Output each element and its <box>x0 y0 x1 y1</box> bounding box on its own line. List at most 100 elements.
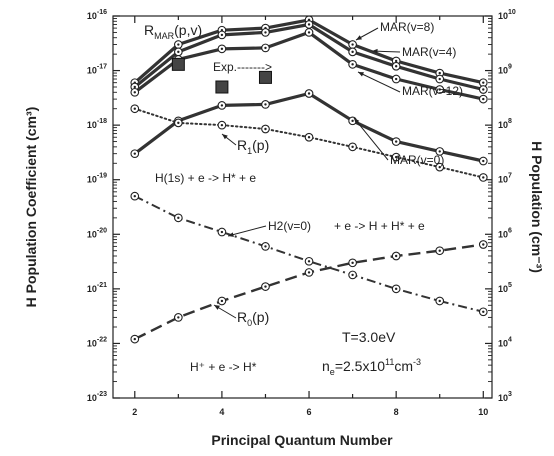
line-mar-v-0 <box>133 91 484 163</box>
marker-dot-r0-p <box>351 261 354 265</box>
y-tick-label: 10-19 <box>87 173 107 185</box>
marker-dot-r1-p <box>133 107 136 110</box>
y2-tick-label: 108 <box>498 118 512 130</box>
marker-dot-mar-v-0 <box>220 104 224 107</box>
annotation-arrows <box>213 27 401 319</box>
label-r0: R0(p) <box>237 309 269 328</box>
marker-dot-mar-v-4 <box>133 85 136 89</box>
arrow-r0-head <box>214 305 220 310</box>
marker-dot-r0-p <box>264 285 267 288</box>
marker-dot-mar-v-0 <box>133 152 136 155</box>
marker-dot-mar-v-4 <box>177 50 180 54</box>
point-exp <box>171 57 185 71</box>
y-axis-title: H Population Coefficient (cm³) <box>23 107 39 308</box>
arrow-mar0-head <box>354 118 360 124</box>
marker-dot-mar-v-0 <box>394 140 398 143</box>
marker-dot-mar-v-4 <box>307 23 311 26</box>
marker-dot-h2-v-0 <box>220 230 224 234</box>
marker-dot-r0-p <box>482 243 485 246</box>
marker-dot-mar-v-12 <box>307 31 311 34</box>
label-mar4: MAR(v=4) <box>402 45 456 59</box>
y2-axis-title: H Population (cm⁻³) <box>529 141 545 273</box>
marker-dot-h2-v-0 <box>133 194 136 198</box>
arrow-h2-head <box>228 232 234 237</box>
marker-dot-mar-v-12 <box>220 47 224 51</box>
plot-frame <box>112 15 493 399</box>
marker-dot-mar-v-12 <box>264 46 267 50</box>
marker-dot-mar-v-8 <box>177 43 180 46</box>
marker-dot-mar-v-0 <box>482 159 485 163</box>
label-rmar: RMAR(p,v) <box>144 22 202 41</box>
marker-dot-mar-v-8 <box>438 71 441 75</box>
label-density: ne=2.5x1011cm-3 <box>322 357 421 377</box>
marker-dot-mar-v-0 <box>351 119 354 123</box>
label-temperature: T=3.0eV <box>342 329 396 345</box>
label-r1: R1(p) <box>237 137 269 156</box>
y2-tick-label: 107 <box>498 173 512 185</box>
x-axis-title: Principal Quantum Number <box>211 432 393 448</box>
marker-dot-r0-p <box>438 249 441 252</box>
marker-dot-mar-v-8 <box>394 59 398 63</box>
y2-tick-label: 1010 <box>498 9 516 21</box>
marker-dot-h2-v-0 <box>482 310 485 313</box>
marker-dot-r1-p <box>220 123 224 127</box>
arrow-mar8-head <box>356 35 362 40</box>
marker-dot-mar-v-0 <box>307 92 311 95</box>
marker-dot-r0-p <box>307 271 311 274</box>
label-exp: Exp.-------> <box>213 60 272 74</box>
marker-dot-r1-p <box>307 136 311 139</box>
marker-dot-h2-v-0 <box>394 287 398 291</box>
y-tick-label: 10-17 <box>87 64 107 76</box>
marker-dot-mar-v-12 <box>351 63 354 66</box>
marker-dot-mar-v-12 <box>133 91 136 94</box>
y-axis-ticks: 10-16 10-17 10-18 10-19 10-20 10-21 10-22 10-23 <box>87 9 120 403</box>
x-tick-label: 8 <box>394 407 399 417</box>
label-mar12: MAR(v=12) <box>402 84 463 98</box>
marker-dot-mar-v-4 <box>264 31 267 34</box>
marker-dot-r0-p <box>177 316 180 319</box>
marker-dot-h2-v-0 <box>264 245 267 248</box>
marker-dot-r1-p <box>438 165 441 169</box>
y-tick-label: 10-22 <box>87 336 107 348</box>
arrow-h2 <box>227 225 267 237</box>
x-axis-ticks: 2 4 6 8 10 <box>132 16 488 417</box>
marker-dot-mar-v-4 <box>394 65 398 68</box>
y2-axis-ticks: 1010 109 108 107 106 105 104 103 <box>485 9 516 403</box>
y2-tick-label: 103 <box>498 391 512 403</box>
x-tick-label: 4 <box>219 407 224 417</box>
line-h2-v-0 <box>134 195 484 313</box>
marker-dot-h2-v-0 <box>177 216 180 220</box>
marker-dot-mar-v-8 <box>351 43 354 46</box>
y-tick-label: 10-16 <box>87 9 107 21</box>
arrow-mar12-head <box>358 72 364 77</box>
marker-dot-mar-v-4 <box>220 33 224 37</box>
label-reaction-1: H(1s) + e -> H* + e <box>155 171 256 185</box>
marker-dot-mar-v-4 <box>482 88 485 91</box>
y-tick-label: 10-23 <box>87 391 107 403</box>
x-tick-label: 6 <box>307 407 312 417</box>
series-layer <box>130 15 488 344</box>
marker-dot-r1-p <box>482 176 485 179</box>
y2-tick-label: 106 <box>498 227 512 239</box>
arrow-r1-head <box>222 134 228 140</box>
label-h2: H2(v=0) <box>268 219 311 233</box>
marker-dot-r1-p <box>177 121 180 125</box>
y2-tick-label: 109 <box>498 64 512 76</box>
y2-tick-label: 104 <box>498 336 512 348</box>
arrow-mar4-head <box>372 48 378 54</box>
y2-tick-label: 105 <box>498 282 512 294</box>
marker-dot-mar-v-12 <box>438 88 441 91</box>
marker-dot-h2-v-0 <box>307 260 311 263</box>
marker-dot-r0-p <box>220 299 224 303</box>
label-reaction-2: + e -> H + H* + e <box>334 219 425 233</box>
point-exp <box>215 80 229 94</box>
label-mar0: MAR(v=0) <box>390 153 444 167</box>
marker-dot-r1-p <box>394 155 398 159</box>
x-tick-label: 2 <box>132 407 137 417</box>
marker-dot-h2-v-0 <box>351 273 354 277</box>
marker-dot-mar-v-12 <box>482 97 485 101</box>
label-mar8: MAR(v=8) <box>380 20 434 34</box>
marker-dot-mar-v-8 <box>482 81 485 84</box>
marker-dot-r0-p <box>133 337 136 341</box>
